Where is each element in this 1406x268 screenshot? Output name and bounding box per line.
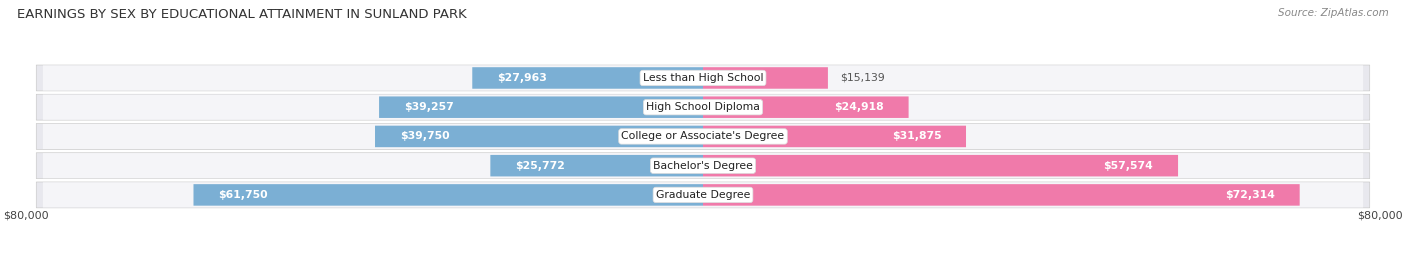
- Text: $24,918: $24,918: [834, 102, 884, 112]
- FancyBboxPatch shape: [37, 65, 1369, 91]
- FancyBboxPatch shape: [194, 184, 703, 206]
- Text: $57,574: $57,574: [1104, 161, 1153, 171]
- Text: $27,963: $27,963: [498, 73, 547, 83]
- Text: $61,750: $61,750: [218, 190, 269, 200]
- FancyBboxPatch shape: [37, 182, 1369, 208]
- Text: $72,314: $72,314: [1225, 190, 1275, 200]
- FancyBboxPatch shape: [703, 184, 1299, 206]
- Text: $39,750: $39,750: [399, 131, 450, 142]
- FancyBboxPatch shape: [44, 65, 1362, 91]
- FancyBboxPatch shape: [44, 124, 1362, 149]
- Text: EARNINGS BY SEX BY EDUCATIONAL ATTAINMENT IN SUNLAND PARK: EARNINGS BY SEX BY EDUCATIONAL ATTAINMEN…: [17, 8, 467, 21]
- FancyBboxPatch shape: [703, 155, 1178, 176]
- FancyBboxPatch shape: [37, 124, 1369, 149]
- Text: Graduate Degree: Graduate Degree: [655, 190, 751, 200]
- FancyBboxPatch shape: [44, 95, 1362, 120]
- Text: Bachelor's Degree: Bachelor's Degree: [652, 161, 754, 171]
- FancyBboxPatch shape: [472, 67, 703, 89]
- Text: $31,875: $31,875: [891, 131, 941, 142]
- FancyBboxPatch shape: [44, 182, 1362, 207]
- FancyBboxPatch shape: [703, 126, 966, 147]
- Text: $80,000: $80,000: [1357, 211, 1403, 221]
- Text: Source: ZipAtlas.com: Source: ZipAtlas.com: [1278, 8, 1389, 18]
- Text: $80,000: $80,000: [3, 211, 49, 221]
- FancyBboxPatch shape: [375, 126, 703, 147]
- FancyBboxPatch shape: [703, 67, 828, 89]
- Text: College or Associate's Degree: College or Associate's Degree: [621, 131, 785, 142]
- Text: $25,772: $25,772: [515, 161, 565, 171]
- Text: $15,139: $15,139: [841, 73, 884, 83]
- Text: $39,257: $39,257: [404, 102, 454, 112]
- Text: Less than High School: Less than High School: [643, 73, 763, 83]
- FancyBboxPatch shape: [703, 96, 908, 118]
- FancyBboxPatch shape: [380, 96, 703, 118]
- FancyBboxPatch shape: [37, 94, 1369, 120]
- FancyBboxPatch shape: [37, 153, 1369, 178]
- Text: High School Diploma: High School Diploma: [647, 102, 759, 112]
- FancyBboxPatch shape: [44, 153, 1362, 178]
- FancyBboxPatch shape: [491, 155, 703, 176]
